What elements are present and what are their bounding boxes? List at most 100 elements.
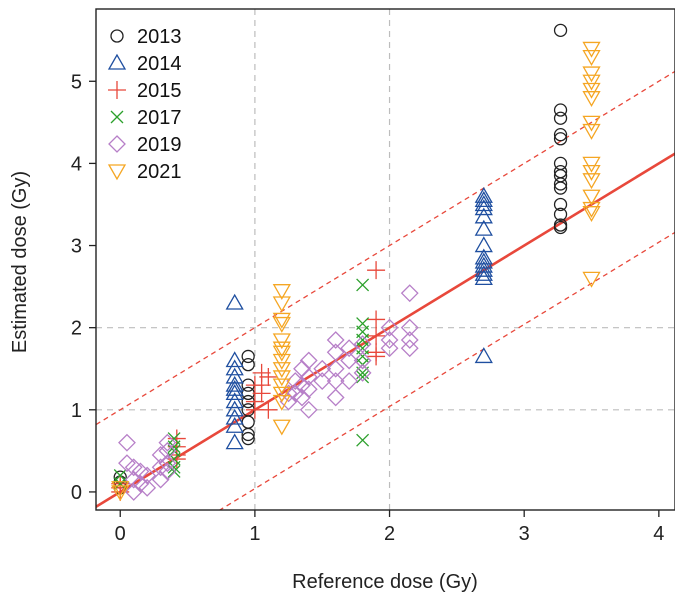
point-2019 xyxy=(380,318,399,337)
point-2021 xyxy=(272,312,291,329)
legend-label-2015: 2015 xyxy=(137,80,182,102)
point-2014 xyxy=(225,293,244,310)
x-tick-label: 1 xyxy=(249,523,260,545)
legend-item-2019: 2019 xyxy=(108,134,182,156)
point-2014 xyxy=(225,433,244,450)
point-2014 xyxy=(474,236,493,253)
point-2019 xyxy=(380,331,399,349)
legend-marker-2019 xyxy=(108,135,126,153)
y-axis: 0 1 2 3 4 5 xyxy=(71,71,96,504)
point-2019 xyxy=(158,441,177,460)
point-2014 xyxy=(225,392,244,409)
point-2021 xyxy=(582,206,601,222)
point-2021 xyxy=(582,189,601,206)
point-2019 xyxy=(313,372,332,390)
point-2021 xyxy=(272,333,291,350)
series-2019 xyxy=(118,284,419,501)
point-2021 xyxy=(582,91,601,108)
point-2021 xyxy=(272,370,291,387)
point-2019 xyxy=(400,284,419,303)
y-tick-label: 0 xyxy=(71,482,82,504)
point-2021 xyxy=(582,173,601,190)
legend-item-2014: 2014 xyxy=(107,53,182,75)
point-2014 xyxy=(474,264,493,281)
point-2021 xyxy=(272,378,291,395)
data-points xyxy=(111,23,601,502)
point-2015 xyxy=(252,384,271,403)
fit-line xyxy=(96,152,675,508)
legend-marker-2021 xyxy=(107,164,127,181)
series-2013 xyxy=(113,23,568,495)
point-2013 xyxy=(553,23,568,38)
legend-marker-2015 xyxy=(108,81,126,99)
point-2019 xyxy=(340,351,359,370)
point-2014 xyxy=(474,252,493,269)
legend-item-2015: 2015 xyxy=(108,80,182,102)
point-2013 xyxy=(553,111,568,125)
point-2013 xyxy=(553,103,568,117)
legend-label-2019: 2019 xyxy=(137,134,182,156)
point-2019 xyxy=(151,470,170,489)
point-2015 xyxy=(259,400,278,419)
point-2017 xyxy=(356,370,370,384)
point-2013 xyxy=(553,207,568,221)
point-2017 xyxy=(167,440,181,454)
point-2021 xyxy=(111,481,130,498)
legend-label-2017: 2017 xyxy=(137,107,182,129)
point-2014 xyxy=(474,186,493,203)
point-2019 xyxy=(158,454,177,473)
point-2014 xyxy=(474,256,493,273)
point-2021 xyxy=(272,362,291,379)
legend-item-2013: 2013 xyxy=(110,26,182,48)
point-2019 xyxy=(353,363,372,382)
point-2019 xyxy=(138,478,157,497)
point-2013 xyxy=(553,220,568,235)
point-2019 xyxy=(326,359,345,378)
point-2015 xyxy=(367,326,386,345)
legend-item-2021: 2021 xyxy=(107,161,182,183)
point-2015 xyxy=(367,347,386,366)
point-2013 xyxy=(553,132,568,146)
legend-marker-2013 xyxy=(110,29,124,43)
point-2013 xyxy=(241,427,255,442)
x-tick-label: 0 xyxy=(115,523,126,545)
point-2019 xyxy=(326,331,345,349)
y-tick-label: 5 xyxy=(71,71,82,93)
point-2014 xyxy=(225,351,244,368)
point-2021 xyxy=(272,386,291,403)
point-2021 xyxy=(272,353,291,370)
point-2019 xyxy=(299,380,318,399)
point-2014 xyxy=(225,416,244,433)
point-2014 xyxy=(225,359,244,376)
point-2021 xyxy=(582,41,601,58)
x-tick-label: 2 xyxy=(384,523,395,545)
point-2015 xyxy=(367,261,386,280)
point-2014 xyxy=(225,379,244,396)
point-2014 xyxy=(225,367,244,384)
point-2014 xyxy=(225,375,244,392)
point-2014 xyxy=(474,219,493,236)
point-2019 xyxy=(313,359,332,378)
point-2021 xyxy=(111,485,130,502)
point-2019 xyxy=(138,466,157,485)
point-2014 xyxy=(474,248,493,265)
point-2019 xyxy=(340,372,359,390)
point-2019 xyxy=(118,433,136,452)
point-2019 xyxy=(400,339,419,358)
point-2019 xyxy=(299,400,318,419)
point-2014 xyxy=(474,191,493,208)
series-2017 xyxy=(113,278,370,491)
point-2021 xyxy=(582,74,601,91)
point-2019 xyxy=(340,339,359,358)
point-2017 xyxy=(356,278,370,292)
point-2017 xyxy=(167,464,181,478)
point-2013 xyxy=(241,431,255,446)
point-2015 xyxy=(367,310,386,329)
y-tick-label: 4 xyxy=(71,153,82,175)
point-2015 xyxy=(259,367,278,386)
point-2021 xyxy=(272,394,291,411)
legend-label-2014: 2014 xyxy=(137,53,182,75)
point-2014 xyxy=(474,347,493,364)
point-2014 xyxy=(225,400,244,417)
